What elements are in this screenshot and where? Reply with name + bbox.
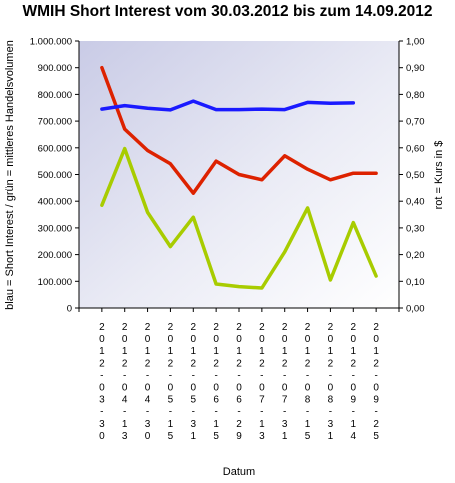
x-tick-label: 2 0 1 2 -0 5 -1 5 [168, 322, 174, 442]
x-axis-label: Datum [223, 466, 255, 478]
right-tick-label: 0,50 [406, 170, 425, 181]
x-tick-label: 2 0 1 2 -0 4 -3 0 [145, 322, 151, 442]
series-line-1 [100, 65, 378, 195]
x-tick-label: 2 0 1 2 -0 8 -1 5 [305, 322, 311, 442]
right-tick-label: 0,90 [406, 63, 425, 74]
right-tick-label: 0,00 [406, 304, 425, 315]
right-tick-label: 0,80 [406, 90, 425, 101]
left-tick-label: 200.000 [38, 250, 72, 261]
right-tick-label: 0,30 [406, 223, 425, 234]
left-tick-label: 600.000 [38, 143, 72, 154]
left-tick-label: 1.000.000 [30, 37, 72, 48]
left-tick-label: 0 [67, 304, 72, 315]
left-axis-label: blau = Short Interest / grün = mittleres… [4, 40, 16, 310]
x-tick-label: 2 0 1 2 -0 5 -3 1 [191, 322, 197, 442]
x-tick-label: 2 0 1 2 -0 8 -3 1 [328, 322, 334, 442]
right-tick-label: 0,70 [406, 117, 425, 128]
right-tick-label: 0,40 [406, 197, 425, 208]
right-tick-label: 0,20 [406, 250, 425, 261]
left-tick-label: 500.000 [38, 170, 72, 181]
x-tick-label: 2 0 1 2 -0 3 -3 0 [99, 322, 105, 442]
series-line-0 [100, 99, 356, 112]
x-tick-label: 2 0 1 2 -0 7 -3 1 [282, 322, 288, 442]
right-axis-label: rot = Kurs in $ [433, 141, 445, 210]
left-tick-label: 800.000 [38, 90, 72, 101]
x-tick-label: 2 0 1 2 -0 7 -1 3 [259, 322, 265, 442]
right-tick-label: 1,00 [406, 37, 425, 48]
series-line-2 [100, 146, 378, 290]
left-tick-label: 300.000 [38, 223, 72, 234]
x-tick-label: 2 0 1 2 -0 9 -1 4 [351, 322, 357, 442]
right-tick-label: 0,60 [406, 143, 425, 154]
left-tick-label: 100.000 [38, 277, 72, 288]
left-tick-label: 700.000 [38, 117, 72, 128]
x-tick-label: 2 0 1 2 -0 4 -1 3 [122, 322, 128, 442]
x-tick-label: 2 0 1 2 -0 6 -2 9 [236, 322, 242, 442]
x-tick-label: 2 0 1 2 -0 9 -2 5 [373, 322, 379, 442]
chart-title: WMIH Short Interest vom 30.03.2012 bis z… [22, 3, 433, 20]
left-tick-label: 900.000 [38, 63, 72, 74]
left-tick-label: 400.000 [38, 197, 72, 208]
x-tick-label: 2 0 1 2 -0 6 -1 5 [213, 322, 219, 442]
right-tick-label: 0,10 [406, 277, 425, 288]
